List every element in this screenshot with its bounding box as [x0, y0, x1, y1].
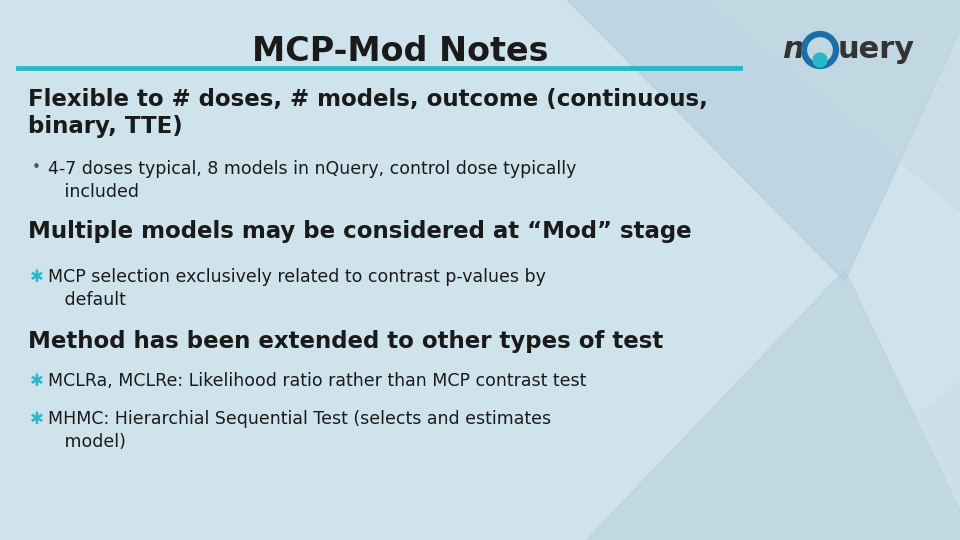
Polygon shape [576, 270, 960, 540]
Text: Method has been extended to other types of test: Method has been extended to other types … [28, 330, 663, 353]
Text: uery: uery [838, 35, 915, 64]
Polygon shape [691, 0, 960, 227]
Text: MCLRa, MCLRe: Likelihood ratio rather than MCP contrast test: MCLRa, MCLRe: Likelihood ratio rather th… [48, 372, 587, 390]
Text: Multiple models may be considered at “Mod” stage: Multiple models may be considered at “Mo… [28, 220, 691, 243]
Circle shape [813, 53, 827, 67]
Polygon shape [557, 0, 960, 281]
Text: Flexible to # doses, # models, outcome (continuous,
binary, TTE): Flexible to # doses, # models, outcome (… [28, 88, 708, 138]
Text: ✱: ✱ [30, 268, 44, 286]
Text: MCP selection exclusively related to contrast p-values by
   default: MCP selection exclusively related to con… [48, 268, 546, 309]
Text: n: n [782, 35, 804, 64]
Text: 4-7 doses typical, 8 models in nQuery, control dose typically
   included: 4-7 doses typical, 8 models in nQuery, c… [48, 160, 576, 201]
Text: MCP-Mod Notes: MCP-Mod Notes [252, 35, 548, 68]
Text: •: • [32, 160, 41, 175]
Polygon shape [749, 367, 960, 540]
Text: ✱: ✱ [30, 372, 44, 390]
Text: ✱: ✱ [30, 410, 44, 428]
Text: MHMC: Hierarchial Sequential Test (selects and estimates
   model): MHMC: Hierarchial Sequential Test (selec… [48, 410, 551, 451]
